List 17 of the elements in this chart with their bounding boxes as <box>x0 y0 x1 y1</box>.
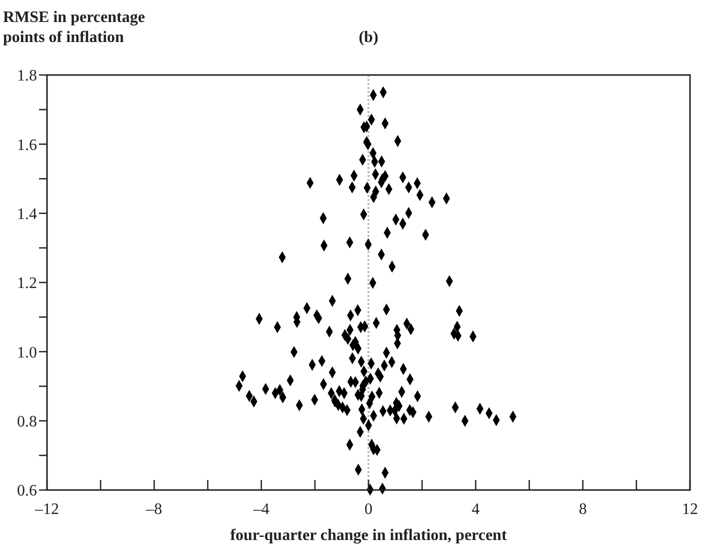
y-tick-label: 0.6 <box>17 482 37 500</box>
x-tick-label: 0 <box>364 501 372 518</box>
x-tick-label: –12 <box>34 501 59 518</box>
x-tick-label: 12 <box>682 501 698 518</box>
x-tick-label: 8 <box>578 501 587 518</box>
chart-title: (b) <box>358 29 378 46</box>
y-tick-label: 0.8 <box>17 413 37 430</box>
x-tick-label: –4 <box>252 501 270 518</box>
y-tick-label: 1.0 <box>17 344 37 362</box>
y-tick-label: 1.4 <box>17 206 37 223</box>
y-axis-title: RMSE in percentage points of inflation <box>3 9 145 46</box>
x-tick-label: –8 <box>145 501 162 518</box>
y-tick-label: 1.6 <box>17 136 37 154</box>
y-tick-label: 1.2 <box>17 275 37 292</box>
x-tick-label: 4 <box>472 501 480 518</box>
y-tick-label: 1.8 <box>17 68 37 85</box>
x-axis-title: four-quarter change in inflation, percent <box>230 527 508 544</box>
